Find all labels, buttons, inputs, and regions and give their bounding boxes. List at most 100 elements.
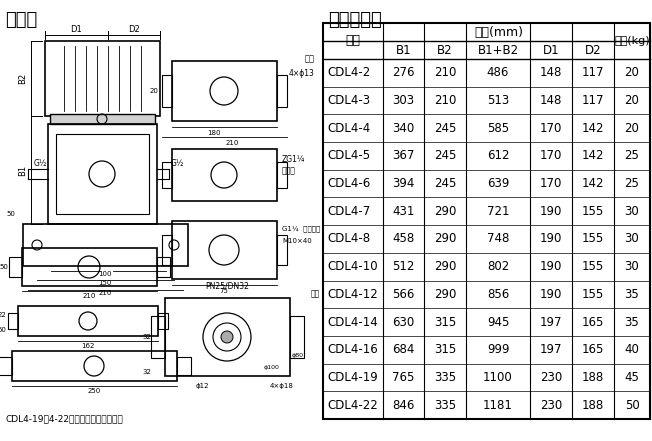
Text: G½: G½ (170, 160, 184, 168)
Text: PN25/DN32: PN25/DN32 (205, 281, 249, 291)
Text: ϕ12: ϕ12 (195, 383, 209, 389)
Text: CDL4-4: CDL4-4 (327, 122, 370, 135)
Text: ZG1¼: ZG1¼ (282, 154, 305, 164)
Text: 30: 30 (625, 232, 640, 246)
Text: 117: 117 (582, 66, 604, 79)
Text: D1: D1 (70, 25, 82, 34)
Text: B1: B1 (396, 44, 411, 56)
Text: 50: 50 (7, 211, 16, 217)
Text: 340: 340 (393, 122, 415, 135)
Text: 20: 20 (625, 122, 640, 135)
Text: 50: 50 (625, 399, 640, 411)
Bar (56, 134, 149, 214)
Text: 765: 765 (393, 371, 415, 384)
Text: CDL4-5: CDL4-5 (327, 149, 370, 162)
Text: 210: 210 (434, 66, 456, 79)
Text: 290: 290 (434, 260, 456, 273)
Text: B1: B1 (18, 164, 27, 176)
Text: CDL4-19: CDL4-19 (327, 371, 378, 384)
Text: CDL4-14: CDL4-14 (327, 316, 378, 329)
Text: 630: 630 (393, 316, 415, 329)
Text: CDL4-7: CDL4-7 (327, 205, 370, 218)
Bar (162, 75, 172, 107)
Text: 290: 290 (434, 232, 456, 246)
Bar (277, 162, 287, 188)
Text: B2: B2 (437, 44, 452, 56)
Text: 148: 148 (540, 66, 562, 79)
Text: 210: 210 (82, 293, 96, 299)
Text: 155: 155 (582, 288, 604, 301)
Text: 30: 30 (625, 260, 640, 273)
Text: 40: 40 (625, 343, 640, 356)
Text: 170: 170 (540, 177, 562, 190)
Text: 458: 458 (393, 232, 415, 246)
Bar (151, 316, 165, 358)
Text: 4×ϕ18: 4×ϕ18 (270, 383, 294, 389)
Bar (45, 41, 160, 116)
Text: B2: B2 (18, 73, 27, 84)
Bar (18, 306, 158, 336)
Text: 190: 190 (540, 260, 562, 273)
Text: 612: 612 (487, 149, 509, 162)
Text: CDL4-16: CDL4-16 (327, 343, 378, 356)
Text: ϕ80: ϕ80 (292, 354, 304, 359)
Text: 585: 585 (487, 122, 509, 135)
Text: 1181: 1181 (483, 399, 513, 411)
Bar (172, 61, 277, 121)
Text: 35: 35 (625, 316, 640, 329)
Text: G1¼  椭圆法兰: G1¼ 椭圆法兰 (282, 226, 320, 232)
Text: 150: 150 (98, 280, 111, 286)
Text: 210: 210 (434, 94, 456, 107)
Text: 管螺纹: 管螺纹 (282, 167, 296, 176)
Text: 335: 335 (434, 371, 456, 384)
Bar (50, 114, 155, 124)
Text: 190: 190 (540, 205, 562, 218)
Bar (177, 357, 191, 375)
Text: B1+B2: B1+B2 (477, 44, 518, 56)
Text: 45: 45 (625, 371, 640, 384)
Text: 188: 188 (582, 399, 604, 411)
Text: 25: 25 (625, 177, 640, 190)
Bar (23, 224, 188, 266)
Text: CDL4-22: CDL4-22 (327, 399, 378, 411)
Text: 75: 75 (220, 288, 228, 294)
Text: 50: 50 (0, 264, 8, 270)
Text: CDL4-19～4-22无椭圆法兰型管路联接: CDL4-19～4-22无椭圆法兰型管路联接 (5, 414, 123, 423)
Text: 290: 290 (434, 205, 456, 218)
Circle shape (221, 331, 233, 343)
Text: 155: 155 (582, 232, 604, 246)
Text: 100: 100 (98, 271, 111, 277)
Bar (22, 248, 157, 286)
Text: 188: 188 (582, 371, 604, 384)
Text: 148: 148 (540, 94, 562, 107)
Text: 846: 846 (393, 399, 415, 411)
Text: CDL4-10: CDL4-10 (327, 260, 378, 273)
Bar (277, 235, 287, 265)
Text: 22: 22 (0, 312, 7, 318)
Bar (9, 257, 22, 277)
Text: 155: 155 (582, 205, 604, 218)
Bar (158, 313, 168, 329)
Text: 639: 639 (487, 177, 509, 190)
Text: 20: 20 (625, 94, 640, 107)
Text: 210: 210 (226, 140, 239, 146)
Text: 513: 513 (487, 94, 509, 107)
Bar (157, 257, 170, 277)
Text: 4×ϕ13: 4×ϕ13 (289, 68, 315, 78)
Text: 25: 25 (625, 149, 640, 162)
Text: D2: D2 (128, 25, 140, 34)
Text: 32: 32 (143, 334, 151, 340)
Text: 165: 165 (582, 316, 604, 329)
Text: 856: 856 (487, 288, 509, 301)
Text: 197: 197 (540, 343, 562, 356)
Text: 245: 245 (434, 122, 456, 135)
Bar (8, 313, 18, 329)
Text: 170: 170 (540, 122, 562, 135)
Text: 20: 20 (149, 88, 158, 94)
Text: 335: 335 (434, 399, 456, 411)
Text: 245: 245 (434, 177, 456, 190)
Text: CDL4-12: CDL4-12 (327, 288, 378, 301)
Text: 32: 32 (143, 369, 151, 375)
Text: 367: 367 (393, 149, 415, 162)
Text: 50: 50 (0, 327, 7, 333)
